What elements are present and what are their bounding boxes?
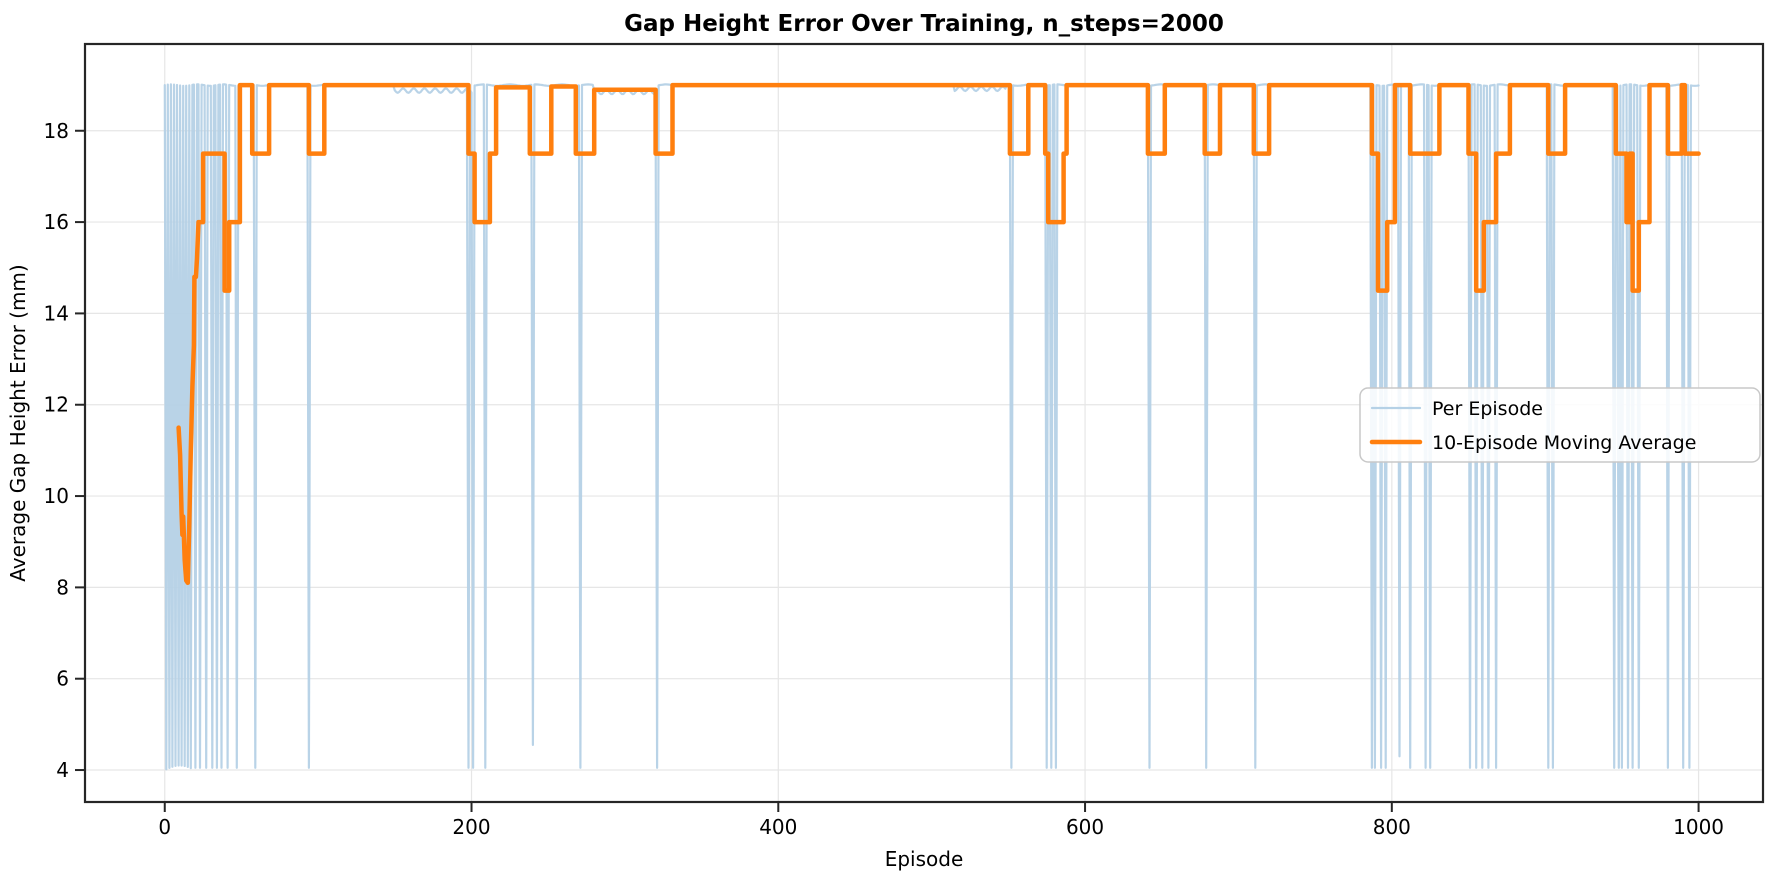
legend-box xyxy=(1359,387,1761,463)
legend-label: 10-Episode Moving Average xyxy=(1432,432,1696,454)
y-tick-label: 18 xyxy=(44,119,69,143)
x-tick-label: 800 xyxy=(1373,815,1411,839)
y-tick-label: 10 xyxy=(44,484,69,508)
x-tick-label: 1000 xyxy=(1673,815,1724,839)
chart-title: Gap Height Error Over Training, n_steps=… xyxy=(624,11,1224,37)
x-tick-label: 0 xyxy=(158,815,171,839)
y-tick-label: 14 xyxy=(44,301,69,325)
y-tick-label: 6 xyxy=(56,667,69,691)
moving-average-line xyxy=(176,82,1701,586)
y-axis-label: Average Gap Height Error (mm) xyxy=(6,264,30,581)
plot-spines xyxy=(83,42,1765,804)
x-tick-label: 400 xyxy=(759,815,797,839)
axes: 0 200 400 600 800 1000 4 6 8 10 12 14 16 18 xyxy=(44,42,1765,839)
y-tick-label: 12 xyxy=(44,393,69,417)
legend-label: Per Episode xyxy=(1432,398,1543,420)
y-tick-label: 4 xyxy=(56,758,69,782)
legend: Per Episode 10-Episode Moving Average xyxy=(1359,387,1761,463)
y-tick-label: 16 xyxy=(44,210,69,234)
x-tick-label: 600 xyxy=(1066,815,1104,839)
y-tick-label: 8 xyxy=(56,575,69,599)
x-axis-label: Episode xyxy=(885,847,964,871)
x-tick-label: 200 xyxy=(452,815,490,839)
series-layer xyxy=(163,82,1701,771)
